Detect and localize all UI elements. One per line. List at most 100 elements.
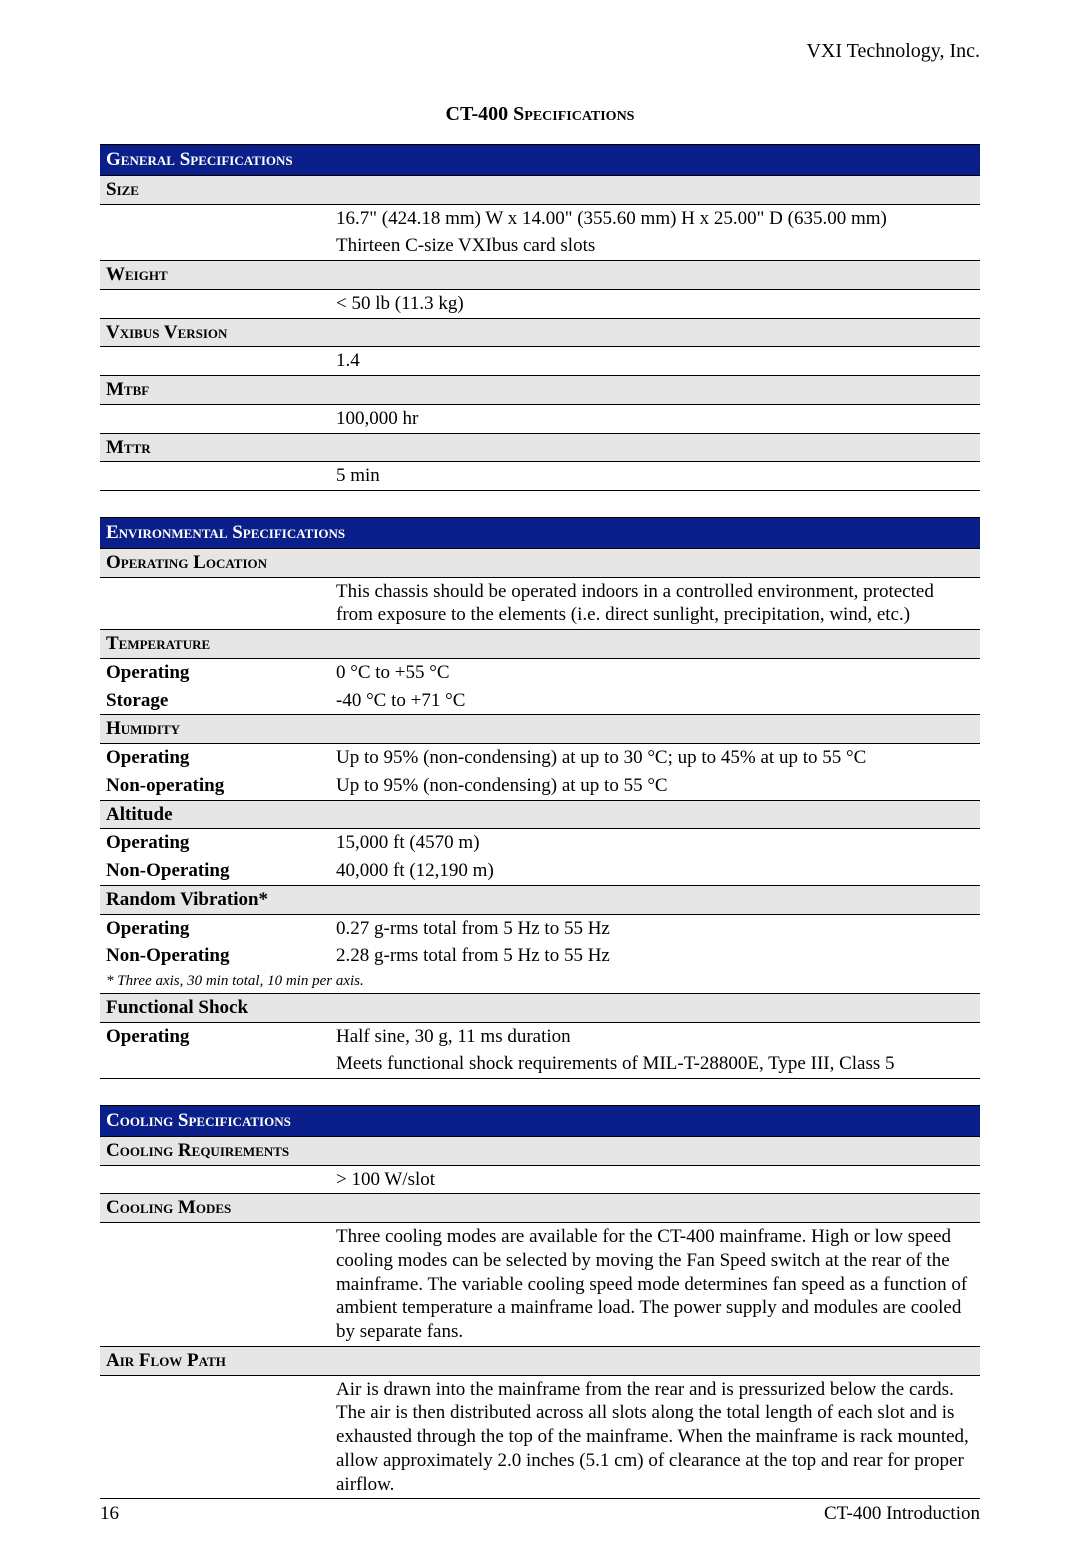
label-humidity-op: Operating <box>100 744 330 772</box>
row-mtbf-label: Mtbf <box>100 376 980 405</box>
document-title: CT-400 Specifications <box>100 103 980 126</box>
row-shock-label: Functional Shock <box>100 993 980 1022</box>
cooling-spec-table: Cooling Specifications Cooling Requireme… <box>100 1105 980 1499</box>
environmental-spec-table: Environmental Specifications Operating L… <box>100 517 980 1079</box>
label-altitude: Altitude <box>100 800 980 829</box>
label-temp: Temperature <box>100 630 980 659</box>
row-humidity-op: Operating Up to 95% (non-condensing) at … <box>100 744 980 772</box>
row-weight-label: Weight <box>100 261 980 290</box>
spacer <box>100 1223 330 1347</box>
row-mttr-label: Mttr <box>100 433 980 462</box>
page: VXI Technology, Inc. CT-400 Specificatio… <box>0 0 1080 1565</box>
page-footer: 16 CT-400 Introduction <box>100 1503 980 1525</box>
value-coolreq: > 100 W/slot <box>330 1165 980 1194</box>
row-altitude-nonop: Non-Operating 40,000 ft (12,190 m) <box>100 857 980 885</box>
value-size-line2: Thirteen C-size VXIbus card slots <box>330 232 980 260</box>
row-size-label: Size <box>100 175 980 204</box>
page-number: 16 <box>100 1503 119 1525</box>
value-coolmodes: Three cooling modes are available for th… <box>330 1223 980 1347</box>
row-vxibus-value: 1.4 <box>100 347 980 376</box>
spacer <box>100 462 330 491</box>
row-oploc-label: Operating Location <box>100 548 980 577</box>
value-humidity-op: Up to 95% (non-condensing) at up to 30 °… <box>330 744 980 772</box>
row-coolreq-label: Cooling Requirements <box>100 1136 980 1165</box>
value-shock-line2: Meets functional shock requirements of M… <box>330 1050 980 1078</box>
value-weight: < 50 lb (11.3 kg) <box>330 289 980 318</box>
spacer <box>100 404 330 433</box>
label-vibration-op: Operating <box>100 914 330 942</box>
row-coolmodes-value: Three cooling modes are available for th… <box>100 1223 980 1347</box>
section-header-general: General Specifications <box>100 145 980 176</box>
value-shock-line1: Half sine, 30 g, 11 ms duration <box>330 1022 980 1050</box>
row-vibration-label: Random Vibration* <box>100 885 980 914</box>
row-vxibus-label: Vxibus Version <box>100 318 980 347</box>
company-name: VXI Technology, Inc. <box>100 40 980 63</box>
label-vxibus: Vxibus Version <box>100 318 980 347</box>
spacer <box>100 204 330 232</box>
value-temp-op: 0 °C to +55 °C <box>330 658 980 686</box>
label-humidity-nonop: Non-operating <box>100 772 330 800</box>
spacer <box>100 347 330 376</box>
label-mttr: Mttr <box>100 433 980 462</box>
value-vxibus: 1.4 <box>330 347 980 376</box>
section-header-label: General Specifications <box>100 145 980 176</box>
row-airflow-value: Air is drawn into the mainframe from the… <box>100 1375 980 1499</box>
label-coolmodes: Cooling Modes <box>100 1194 980 1223</box>
value-altitude-op: 15,000 ft (4570 m) <box>330 829 980 857</box>
value-vibration-nonop: 2.28 g-rms total from 5 Hz to 55 Hz <box>330 942 980 970</box>
value-airflow: Air is drawn into the mainframe from the… <box>330 1375 980 1499</box>
row-vibration-footnote: * Three axis, 30 min total, 10 min per a… <box>100 970 980 993</box>
value-mtbf: 100,000 hr <box>330 404 980 433</box>
label-shock-op: Operating <box>100 1022 330 1050</box>
row-oploc-value: This chassis should be operated indoors … <box>100 577 980 630</box>
spacer <box>100 289 330 318</box>
label-altitude-nonop: Non-Operating <box>100 857 330 885</box>
general-spec-table: General Specifications Size 16.7" (424.1… <box>100 144 980 491</box>
spacer <box>100 1165 330 1194</box>
value-mttr: 5 min <box>330 462 980 491</box>
row-shock-op2: Meets functional shock requirements of M… <box>100 1050 980 1078</box>
label-shock: Functional Shock <box>100 993 980 1022</box>
row-airflow-label: Air Flow Path <box>100 1346 980 1375</box>
spacer <box>100 232 330 260</box>
label-temp-storage: Storage <box>100 687 330 715</box>
label-mtbf: Mtbf <box>100 376 980 405</box>
row-altitude-label: Altitude <box>100 800 980 829</box>
spacer <box>100 1375 330 1499</box>
row-temp-op: Operating 0 °C to +55 °C <box>100 658 980 686</box>
value-altitude-nonop: 40,000 ft (12,190 m) <box>330 857 980 885</box>
row-size-value1: 16.7" (424.18 mm) W x 14.00" (355.60 mm)… <box>100 204 980 232</box>
section-header-label: Environmental Specifications <box>100 518 980 549</box>
spacer <box>100 577 330 630</box>
row-humidity-nonop: Non-operating Up to 95% (non-condensing)… <box>100 772 980 800</box>
row-weight-value: < 50 lb (11.3 kg) <box>100 289 980 318</box>
label-weight: Weight <box>100 261 980 290</box>
value-temp-storage: -40 °C to +71 °C <box>330 687 980 715</box>
row-temp-label: Temperature <box>100 630 980 659</box>
row-mtbf-value: 100,000 hr <box>100 404 980 433</box>
title-prefix: CT-400 <box>446 103 514 125</box>
value-size-line1: 16.7" (424.18 mm) W x 14.00" (355.60 mm)… <box>330 204 980 232</box>
label-altitude-op: Operating <box>100 829 330 857</box>
label-size: Size <box>100 175 980 204</box>
section-header-label: Cooling Specifications <box>100 1106 980 1137</box>
footnote-vibration: * Three axis, 30 min total, 10 min per a… <box>100 970 980 993</box>
label-humidity: Humidity <box>100 715 980 744</box>
row-coolreq-value: > 100 W/slot <box>100 1165 980 1194</box>
label-vibration: Random Vibration* <box>100 885 980 914</box>
row-shock-op1: Operating Half sine, 30 g, 11 ms duratio… <box>100 1022 980 1050</box>
title-suffix: Specifications <box>513 103 634 125</box>
value-oploc: This chassis should be operated indoors … <box>330 577 980 630</box>
section-header-cooling: Cooling Specifications <box>100 1106 980 1137</box>
value-humidity-nonop: Up to 95% (non-condensing) at up to 55 °… <box>330 772 980 800</box>
row-size-value2: Thirteen C-size VXIbus card slots <box>100 232 980 260</box>
label-temp-op: Operating <box>100 658 330 686</box>
section-header-environmental: Environmental Specifications <box>100 518 980 549</box>
value-vibration-op: 0.27 g-rms total from 5 Hz to 55 Hz <box>330 914 980 942</box>
row-vibration-nonop: Non-Operating 2.28 g-rms total from 5 Hz… <box>100 942 980 970</box>
row-mttr-value: 5 min <box>100 462 980 491</box>
row-altitude-op: Operating 15,000 ft (4570 m) <box>100 829 980 857</box>
footer-section: CT-400 Introduction <box>824 1503 980 1525</box>
label-airflow: Air Flow Path <box>100 1346 980 1375</box>
row-humidity-label: Humidity <box>100 715 980 744</box>
